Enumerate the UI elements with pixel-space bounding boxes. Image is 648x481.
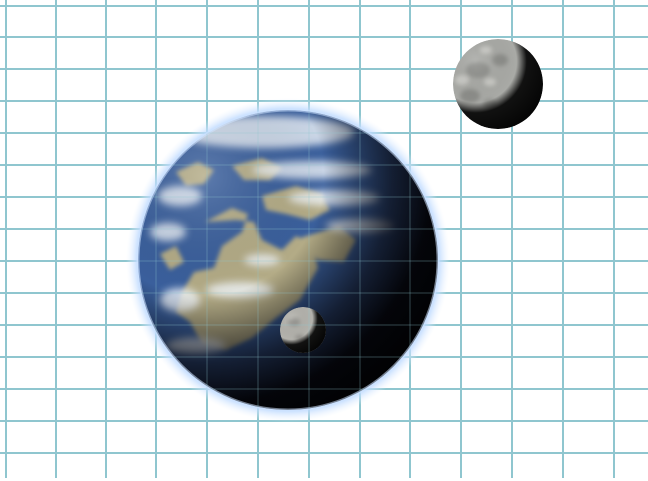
planet-surface: [138, 110, 438, 410]
planet-shadow: [138, 110, 438, 410]
planet: [126, 98, 450, 422]
moon-large: [453, 39, 543, 129]
moon-small: [280, 307, 326, 353]
